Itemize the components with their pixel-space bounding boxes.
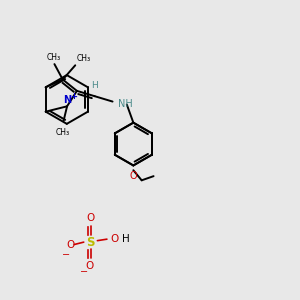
Text: −: − <box>62 250 70 260</box>
Text: O: O <box>111 234 119 244</box>
Text: CH₃: CH₃ <box>56 128 70 137</box>
Text: H: H <box>91 81 98 90</box>
Text: O: O <box>130 171 137 182</box>
Text: NH: NH <box>118 99 133 109</box>
Text: CH₃: CH₃ <box>46 53 61 62</box>
Text: +: + <box>70 92 77 101</box>
Text: O: O <box>66 240 74 250</box>
Text: O: O <box>85 262 93 272</box>
Text: H: H <box>122 234 130 244</box>
Text: −: − <box>80 266 88 277</box>
Text: O: O <box>86 213 95 223</box>
Text: S: S <box>86 236 95 249</box>
Text: CH₃: CH₃ <box>77 54 91 63</box>
Text: N: N <box>63 95 71 105</box>
